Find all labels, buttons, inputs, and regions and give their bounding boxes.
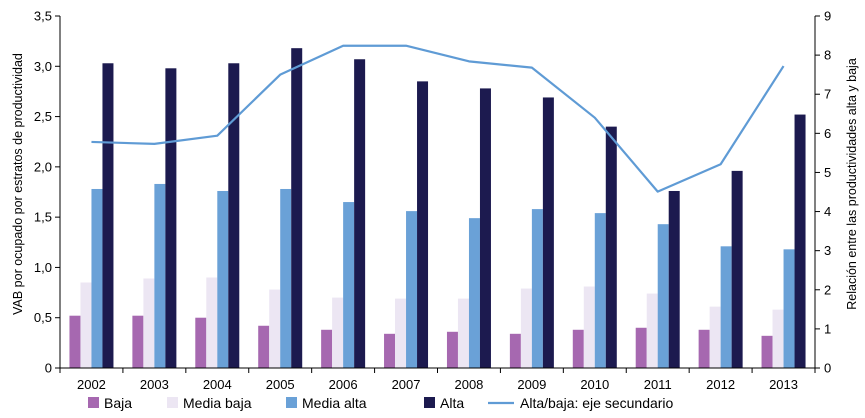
x-tick-label: 2010	[580, 377, 609, 392]
bar-media-alta-2007	[406, 211, 418, 368]
bar-media-baja-2010	[583, 286, 595, 368]
y-tick-label: 0,5	[34, 310, 52, 325]
y2-tick-label: 1	[824, 321, 831, 336]
bar-media-baja-2013	[772, 309, 784, 368]
bar-baja-2009	[509, 333, 521, 368]
legend-label: Alta/baja: eje secundario	[520, 395, 674, 411]
y-tick-label: 2,5	[34, 109, 52, 124]
x-tick-label: 2008	[454, 377, 483, 392]
x-tick-label: 2013	[769, 377, 798, 392]
bar-alta-2007	[417, 81, 429, 369]
bar-media-alta-2012	[720, 246, 732, 368]
bar-media-baja-2006	[332, 297, 344, 368]
bar-alta-2009	[542, 97, 554, 369]
bar-alta-2013	[794, 114, 806, 368]
y2-tick-label: 4	[824, 204, 831, 219]
x-tick-label: 2005	[266, 377, 295, 392]
x-tick-label: 2009	[517, 377, 546, 392]
bar-media-alta-2002	[91, 188, 103, 368]
bar-baja-2013	[761, 335, 773, 368]
bar-alta-2011	[668, 190, 680, 368]
y-tick-label: 1,5	[34, 210, 52, 225]
y2-tick-label: 6	[824, 126, 831, 141]
legend-swatch-media-alta	[286, 397, 297, 408]
legend-label: Media alta	[302, 395, 367, 411]
bar-media-alta-2009	[531, 209, 543, 368]
bar-media-alta-2004	[217, 190, 229, 368]
y-tick-label: 3,5	[34, 9, 52, 24]
y2-tick-label: 8	[824, 48, 831, 63]
bar-media-baja-2012	[709, 306, 721, 368]
y2-tick-label: 0	[824, 361, 831, 376]
bar-media-alta-2003	[154, 183, 166, 368]
legend-swatch-media-baja	[167, 397, 178, 408]
y-tick-label: 2,0	[34, 159, 52, 174]
bar-media-baja-2003	[143, 278, 155, 368]
legend: Baja Media baja Media alta Alta Alta/baja: e…	[88, 395, 674, 411]
y2-tick-label: 7	[824, 87, 831, 102]
bar-media-baja-2004	[206, 277, 218, 368]
bar-media-baja-2005	[269, 289, 281, 368]
bar-alta-2008	[479, 88, 491, 368]
bar-baja-2006	[321, 329, 333, 368]
bar-baja-2007	[384, 333, 396, 368]
axes: 0 0,5 1,0 1,5 2,0 2,5 3,0 3,5 0 1 2 3 4 5 6 7 8 9 2002 2003…	[34, 9, 831, 393]
bar-baja-2005	[258, 325, 270, 368]
y2-axis-title: Relación entre las productividades alta …	[845, 58, 859, 310]
bar-alta-2010	[605, 126, 617, 368]
x-tick-label: 2006	[329, 377, 358, 392]
x-tick-label: 2004	[203, 377, 232, 392]
y-axis-title: VAB por ocupado por estratos de producti…	[11, 53, 25, 315]
bar-baja-2003	[132, 315, 144, 368]
y-tick-label: 3,0	[34, 59, 52, 74]
y2-tick-label: 5	[824, 165, 831, 180]
bar-media-baja-2008	[457, 298, 469, 368]
bar-baja-2008	[446, 331, 458, 368]
bar-alta-2006	[354, 59, 366, 368]
x-tick-label: 2003	[140, 377, 169, 392]
legend-swatch-baja	[88, 397, 99, 408]
y2-tick-label: 3	[824, 243, 831, 258]
bar-baja-2012	[698, 329, 710, 368]
bar-baja-2010	[572, 329, 584, 368]
bar-alta-2004	[228, 63, 240, 369]
legend-label: Media baja	[183, 395, 252, 411]
bar-media-alta-2011	[657, 224, 669, 368]
bar-media-alta-2008	[468, 218, 480, 368]
x-tick-label: 2002	[77, 377, 106, 392]
x-tick-label: 2011	[644, 377, 672, 392]
bar-media-alta-2013	[783, 249, 795, 368]
y2-tick-label: 9	[824, 9, 831, 24]
bar-alta-2012	[731, 170, 743, 368]
y2-tick-label: 2	[824, 282, 831, 297]
x-tick-label: 2007	[392, 377, 421, 392]
legend-label: Baja	[104, 395, 132, 411]
bar-alta-2005	[291, 48, 303, 369]
bar-media-baja-2011	[646, 293, 658, 368]
y-tick-label: 1,0	[34, 260, 52, 275]
x-tick-label: 2012	[706, 377, 735, 392]
bar-media-alta-2005	[280, 188, 292, 368]
legend-swatch-alta	[424, 397, 435, 408]
bar-media-alta-2010	[594, 213, 606, 368]
bar-media-baja-2009	[520, 288, 532, 368]
y-tick-label: 0	[45, 361, 52, 376]
bar-baja-2004	[195, 317, 207, 368]
bar-alta-2003	[165, 68, 177, 369]
bar-baja-2002	[69, 315, 81, 368]
legend-label: Alta	[440, 395, 464, 411]
bar-baja-2011	[635, 327, 647, 368]
bar-media-alta-2006	[343, 202, 355, 368]
bar-media-baja-2002	[80, 282, 92, 368]
line-series-alta-baja	[91, 44, 785, 193]
bar-alta-2002	[102, 63, 114, 369]
plot-area	[69, 44, 806, 369]
bar-media-baja-2007	[395, 298, 407, 368]
